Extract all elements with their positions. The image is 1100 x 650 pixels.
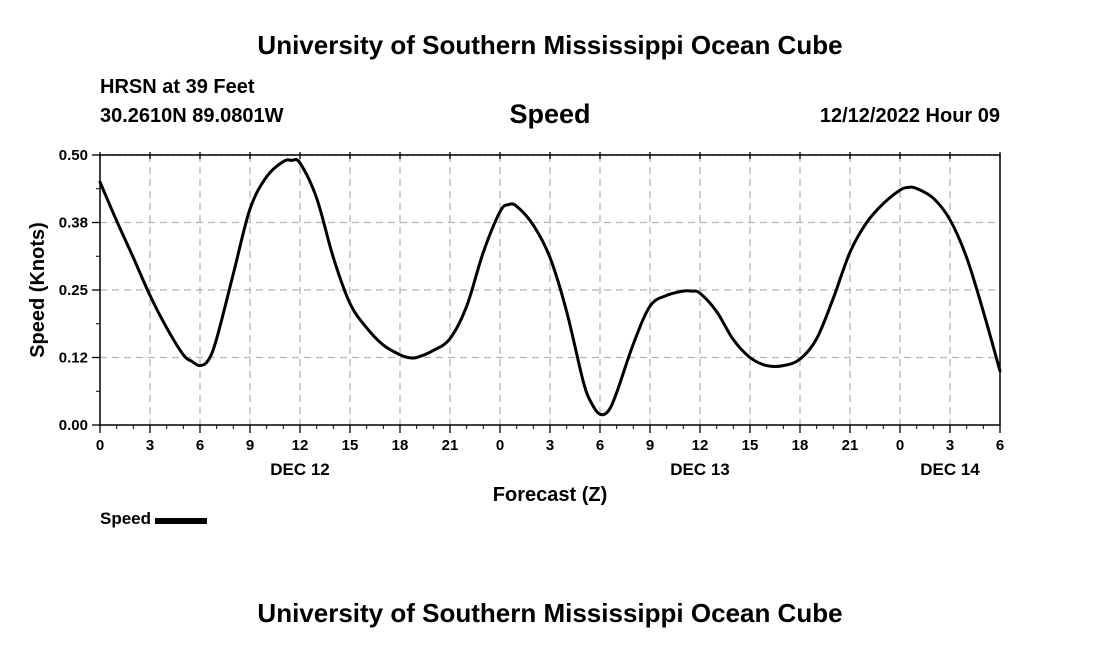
x-tick-label: 21 bbox=[842, 437, 859, 454]
x-tick-label: 0 bbox=[496, 437, 504, 454]
x-tick-label: 15 bbox=[742, 437, 759, 454]
x-tick-label: 3 bbox=[146, 437, 154, 454]
x-tick-label: 6 bbox=[596, 437, 604, 454]
timestamp-label: 12/12/2022 Hour 09 bbox=[819, 105, 1000, 127]
series-line-speed bbox=[98, 157, 1002, 417]
axis-ticks bbox=[92, 152, 1001, 433]
legend-swatch bbox=[155, 517, 208, 524]
x-tick-label: 0 bbox=[96, 437, 104, 454]
x-axis-label: Forecast (Z) bbox=[493, 484, 607, 506]
x-tick-label: 6 bbox=[996, 437, 1004, 454]
day-label: DEC 12 bbox=[270, 460, 330, 479]
x-tick-label: 12 bbox=[292, 437, 309, 454]
x-tick-label: 6 bbox=[196, 437, 204, 454]
x-tick-label: 9 bbox=[246, 437, 254, 454]
x-tick-label: 3 bbox=[546, 437, 554, 454]
page-title: University of Southern Mississippi Ocean… bbox=[257, 30, 843, 60]
y-tick-label: 0.50 bbox=[59, 147, 88, 164]
y-tick-label: 0.00 bbox=[59, 417, 88, 434]
x-tick-label: 3 bbox=[946, 437, 954, 454]
footer-title: University of Southern Mississippi Ocean… bbox=[257, 598, 843, 628]
legend-label: Speed bbox=[100, 509, 152, 528]
x-tick-label: 0 bbox=[896, 437, 904, 454]
x-tick-label: 18 bbox=[792, 437, 809, 454]
x-tick-label: 12 bbox=[692, 437, 709, 454]
y-tick-label: 0.38 bbox=[59, 215, 88, 232]
coordinates-label: 30.2610N 89.0801W bbox=[100, 105, 284, 127]
day-label: DEC 14 bbox=[920, 460, 980, 479]
y-axis-label: Speed (Knots) bbox=[27, 222, 49, 358]
y-tick-label: 0.25 bbox=[59, 282, 88, 299]
y-tick-label: 0.12 bbox=[59, 350, 88, 367]
grid bbox=[100, 154, 1000, 425]
x-tick-label: 9 bbox=[646, 437, 654, 454]
plot-frame bbox=[99, 154, 1001, 426]
station-label: HRSN at 39 Feet bbox=[100, 76, 255, 98]
legend: Speed bbox=[100, 509, 208, 529]
x-tick-label: 18 bbox=[392, 437, 409, 454]
x-tick-label: 21 bbox=[442, 437, 459, 454]
day-label: DEC 13 bbox=[670, 460, 730, 479]
chart-title: Speed bbox=[509, 99, 591, 129]
x-tick-label: 15 bbox=[342, 437, 359, 454]
series bbox=[98, 157, 1002, 417]
axis-labels: 0 3 6 9 12 15 18 21 0 3 6 9 12 15 18 21 0 3 6 0.00 0.12 0.25 0… bbox=[27, 147, 1004, 506]
